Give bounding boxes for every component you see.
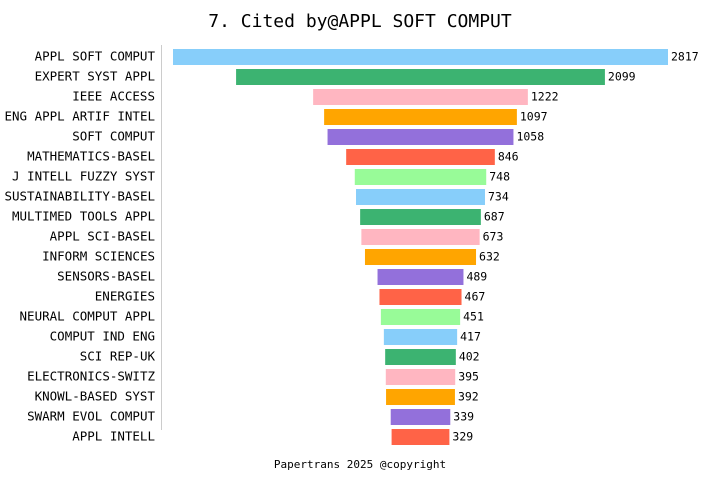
bar — [385, 369, 456, 385]
bar — [361, 229, 480, 245]
bar — [346, 149, 495, 165]
value-label: 339 — [453, 410, 474, 424]
y-tick-label: NEURAL COMPUT APPL — [20, 309, 155, 324]
bar — [386, 389, 455, 405]
value-label: 489 — [466, 270, 487, 284]
chart-title: 7. Cited by@APPL SOFT COMPUT — [208, 11, 512, 32]
y-tick-label: SWARM EVOL COMPUT — [27, 409, 155, 424]
y-tick-label: J INTELL FUZZY SYST — [12, 169, 155, 184]
y-tick-label: SUSTAINABILITY-BASEL — [4, 189, 155, 204]
bar — [377, 269, 464, 285]
value-label: 734 — [488, 190, 509, 204]
bar — [354, 169, 487, 185]
bar — [379, 289, 462, 305]
value-label: 687 — [484, 210, 505, 224]
value-label: 451 — [463, 310, 484, 324]
y-tick-label: APPL SOFT COMPUT — [35, 49, 156, 64]
value-label: 1097 — [520, 110, 548, 124]
bar — [390, 409, 451, 425]
y-tick-label: MATHEMATICS-BASEL — [27, 149, 155, 164]
value-label: 417 — [460, 330, 481, 344]
y-tick-label: COMPUT IND ENG — [50, 329, 155, 344]
y-tick-label: ELECTRONICS-SWITZ — [27, 369, 155, 384]
bar — [327, 129, 514, 145]
y-tick-label: SENSORS-BASEL — [57, 269, 155, 284]
y-tick-label: SCI REP-UK — [80, 349, 156, 364]
value-label: 673 — [483, 230, 504, 244]
value-label: 395 — [458, 370, 479, 384]
value-label: 2817 — [671, 50, 699, 64]
footer: Papertrans 2025 @copyright — [274, 458, 446, 471]
bar — [324, 109, 517, 125]
bar — [385, 349, 456, 365]
y-tick-label: SOFT COMPUT — [72, 129, 155, 144]
y-tick-label: KNOWL-BASED SYST — [35, 389, 156, 404]
bar — [173, 49, 668, 65]
value-label: 467 — [465, 290, 486, 304]
value-label: 632 — [479, 250, 500, 264]
y-tick-label: INFORM SCIENCES — [42, 249, 155, 264]
bar — [380, 309, 461, 325]
y-tick-label: APPL SCI-BASEL — [50, 229, 155, 244]
bar — [360, 209, 481, 225]
bar — [383, 329, 458, 345]
value-label: 402 — [459, 350, 480, 364]
bar — [364, 249, 477, 265]
y-tick-label: APPL INTELL — [72, 429, 155, 444]
bar — [236, 69, 605, 85]
value-label: 1222 — [531, 90, 559, 104]
value-label: 329 — [452, 430, 473, 444]
y-tick-label: MULTIMED TOOLS APPL — [12, 209, 155, 224]
y-tick-label: ENG APPL ARTIF INTEL — [4, 109, 155, 124]
value-label: 1058 — [516, 130, 544, 144]
value-label: 846 — [498, 150, 519, 164]
bar — [356, 189, 485, 205]
y-tick-label: IEEE ACCESS — [72, 89, 155, 104]
value-label: 392 — [458, 390, 479, 404]
bar — [391, 429, 450, 445]
value-label: 2099 — [608, 70, 636, 84]
bar — [313, 89, 528, 105]
value-label: 748 — [489, 170, 510, 184]
y-tick-label: ENERGIES — [95, 289, 155, 304]
y-tick-label: EXPERT SYST APPL — [35, 69, 155, 84]
